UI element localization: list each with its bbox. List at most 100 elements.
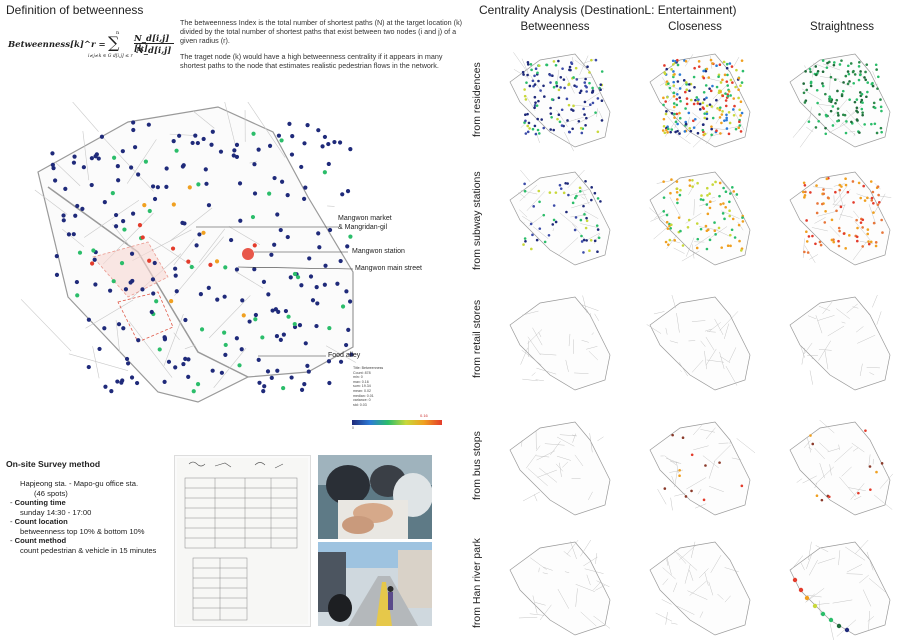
network-node [269,253,273,257]
network-node [253,243,257,247]
mini-map-node [534,83,537,86]
mini-map-node [843,232,846,235]
river-node [813,604,817,608]
mini-map-node [666,214,669,217]
mini-map-node [729,62,732,65]
mini-map-node [696,222,699,225]
mini-map-node [739,84,742,87]
mini-map-node [542,127,545,130]
mini-map-node [592,89,595,92]
mini-map-node [693,76,696,79]
mini-map-node [859,197,862,200]
mini-map-node [735,128,738,131]
network-node [279,138,283,142]
network-node [78,251,82,255]
mini-map-node [685,88,688,91]
network-node [103,200,107,204]
mini-map-node [533,74,536,77]
mini-map-node [568,69,571,72]
mini-map-node [809,68,812,71]
mini-map-node [876,132,879,135]
mini-map-node [524,240,527,243]
network-node [188,185,192,189]
mini-map-node [875,68,878,71]
mini-map-node [599,200,602,203]
mini-map-street [513,52,526,70]
mini-map-node [878,201,881,204]
network-node [55,273,59,277]
mini-map-node [856,98,859,101]
mini-map-node [724,206,727,209]
network-node [72,161,76,165]
mini-map-node [809,191,812,194]
mini-map-node [713,229,716,232]
mini-map-node [588,249,591,252]
mini-map-node [724,92,727,95]
mini-map-node [854,101,857,104]
network-node [121,149,125,153]
mini-map-node [824,132,827,135]
network-node [122,227,126,231]
network-node [260,335,264,339]
mini-map-node [662,129,665,132]
mini-map-node [718,461,721,464]
count-location-value: betweenness top 10% & bottom 10% [10,527,180,537]
network-node [183,318,187,322]
mini-map-node [828,495,831,498]
mini-map-node [669,239,672,242]
mini-map-node [580,127,583,130]
mini-map-node [672,84,675,87]
network-node [327,326,331,330]
mini-map-node [578,120,581,123]
mini-map-node [688,219,691,222]
formula-lhs: Betweenness[k]^r = [8,40,106,50]
centrality-analysis-title: Centrality Analysis (DestinationL: Enter… [479,3,736,17]
network-node [177,134,181,138]
network-node [136,338,140,342]
network-node [266,292,270,296]
mini-map-node [585,227,588,230]
network-node [211,130,215,134]
mini-map-node [597,97,600,100]
mini-map-node [848,98,851,101]
mini-map-node [706,203,709,206]
network-node [126,361,130,365]
mini-map-node [856,240,859,243]
mini-map-node [737,126,740,129]
mini-map-node [738,124,741,127]
mini-map-node [572,105,575,108]
mini-map-node [672,81,675,84]
mini-map-node [803,181,806,184]
mini-map-node [561,124,564,127]
mini-map-node [530,63,533,66]
mini-map-node [875,63,878,66]
mini-map-node [718,227,721,230]
mini-map-node [671,434,674,437]
network-node [193,134,197,138]
survey-details: Hapjeong sta. - Mapo-gu office sta. (46 … [10,479,180,555]
mini-map-outline [790,297,890,390]
mini-map-node [670,178,673,181]
mini-map-node [543,95,546,98]
mini-map-node [870,241,873,244]
mini-map-straightness-residences [785,52,895,152]
network-node [346,328,350,332]
mini-map-node [865,63,868,66]
mini-map-node [672,60,675,63]
mini-map-node [677,80,680,83]
mini-map-node [869,465,872,468]
mini-map-node [847,70,850,73]
network-node [284,309,288,313]
mini-map-node [691,185,694,188]
network-node [271,308,275,312]
stat-line: std: 0.03 [353,403,433,408]
network-node [315,285,319,289]
mini-map-node [699,108,702,111]
mini-map-node [702,102,705,105]
mini-map-node [709,103,712,106]
mini-map-node [706,194,709,197]
mini-map-node [840,59,843,62]
network-node [275,369,279,373]
mini-map-node [866,197,869,200]
network-node [129,165,133,169]
